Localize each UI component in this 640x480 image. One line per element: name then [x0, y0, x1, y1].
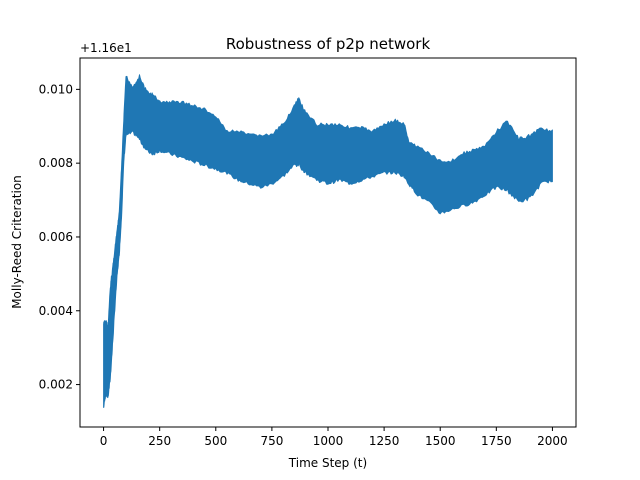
x-axis-label: Time Step (t)	[288, 456, 367, 470]
y-axis-label: Molly-Reed Criteration	[10, 175, 24, 309]
x-tick-label: 1250	[369, 434, 400, 448]
chart-title: Robustness of p2p network	[226, 35, 431, 53]
x-tick-label: 500	[204, 434, 227, 448]
x-tick-label: 250	[148, 434, 171, 448]
y-tick-label: 0.008	[39, 156, 73, 170]
y-axis-offset-label: +1.16e1	[80, 41, 132, 55]
x-tick-label: 750	[260, 434, 283, 448]
y-tick-label: 0.006	[39, 230, 73, 244]
series-0-band	[103, 74, 553, 408]
x-tick-label: 0	[100, 434, 108, 448]
x-tick-label: 1500	[425, 434, 456, 448]
y-axis-ticks: 0.002 0.004 0.006 0.008 0.010	[39, 82, 80, 392]
x-tick-label: 2000	[537, 434, 568, 448]
y-tick-label: 0.002	[39, 378, 73, 392]
y-tick-label: 0.004	[39, 304, 73, 318]
plot-area	[103, 74, 553, 408]
x-tick-label: 1000	[313, 434, 344, 448]
x-tick-label: 1750	[481, 434, 512, 448]
y-tick-label: 0.010	[39, 82, 73, 96]
x-axis-ticks: 0 250 500 750 1000 1250 1500 1750 2000	[100, 427, 568, 448]
